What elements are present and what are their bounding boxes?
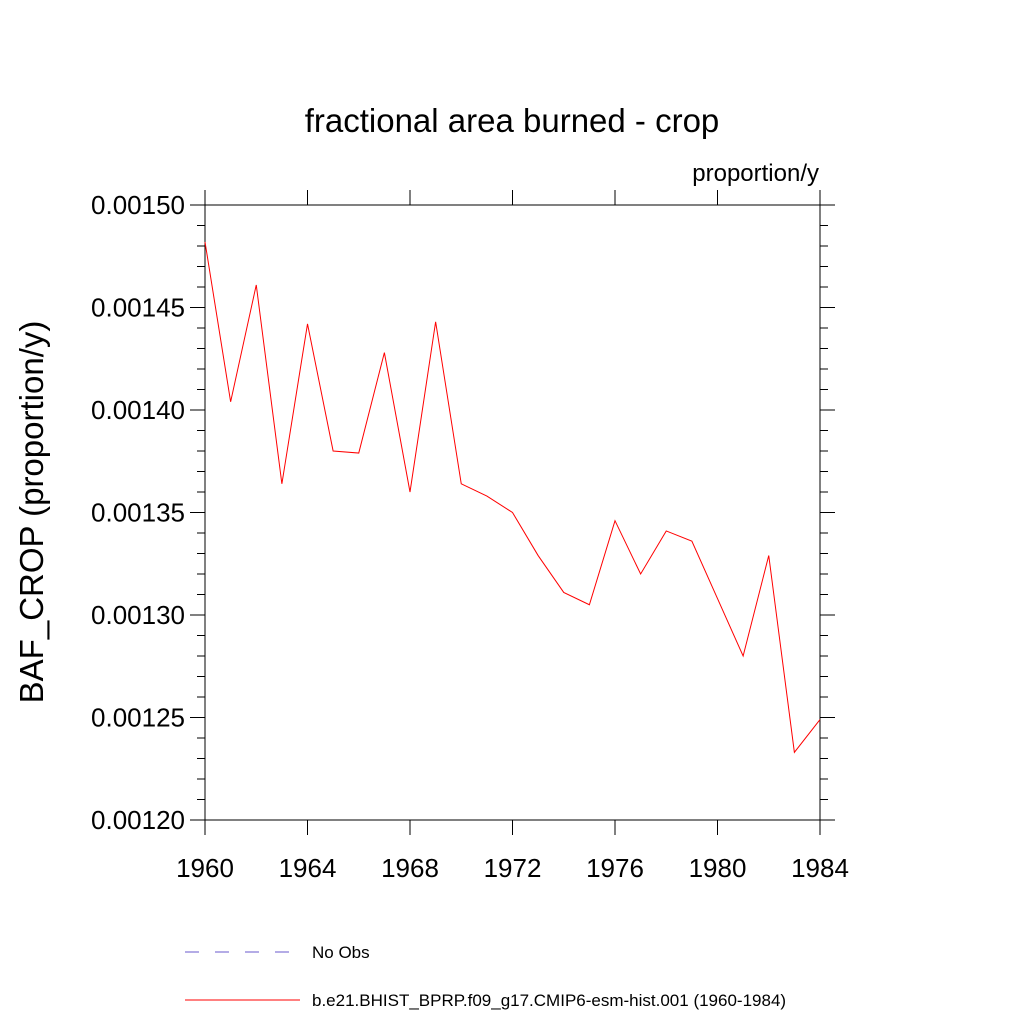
legend: No Obs b.e21.BHIST_BPRP.f09_g17.CMIP6-esm… [185,943,786,1010]
x-tick-label: 1984 [791,853,849,883]
plot-area: 0.00120 0.00125 0.00130 0.00135 0.00140 0.001… [91,190,849,883]
y-tick-label: 0.00150 [91,190,185,220]
chart-units: proportion/y [692,160,819,187]
legend-entry: No Obs [312,943,370,962]
x-tick-label: 1968 [381,853,439,883]
legend-entry: b.e21.BHIST_BPRP.f09_g17.CMIP6-esm-hist.… [312,991,786,1010]
y-tick-label: 0.00140 [91,395,185,425]
y-tick-label: 0.00145 [91,293,185,323]
x-tick-label: 1972 [484,853,542,883]
y-axis-label: BAF_CROP (proportion/y) [13,321,50,704]
y-tick-label: 0.00130 [91,600,185,630]
chart-title: fractional area burned - crop [305,102,720,139]
y-tick-label: 0.00135 [91,498,185,528]
x-tick-label: 1980 [689,853,747,883]
y-tick-label: 0.00120 [91,805,185,835]
y-tick-label: 0.00125 [91,703,185,733]
series-line [204,241,821,754]
x-tick-label: 1964 [279,853,337,883]
x-tick-label: 1976 [586,853,644,883]
x-tick-label: 1960 [176,853,234,883]
